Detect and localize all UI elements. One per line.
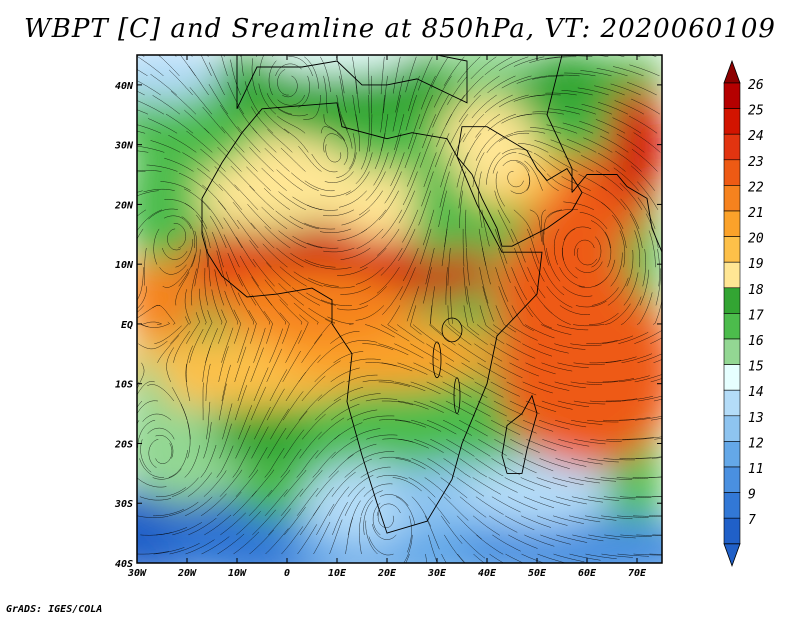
colorbar-swatch (723, 287, 741, 314)
colorbar-swatch (723, 82, 741, 109)
colorbar-swatch (723, 210, 741, 237)
colorbar-label: 9 (748, 488, 756, 503)
colorbar-label: 21 (748, 206, 764, 221)
lat-tick-label: 30N (114, 141, 134, 152)
lon-tick-label: 20W (177, 568, 197, 579)
lon-tick-label: 10E (328, 568, 347, 579)
colorbar-swatch (723, 185, 741, 212)
colorbar-label: 17 (748, 308, 764, 323)
colorbar-swatch (723, 159, 741, 186)
colorbar-label: 25 (748, 104, 764, 119)
colorbar-label: 7 (748, 513, 756, 528)
lon-tick-label: 40E (478, 568, 497, 579)
lon-tick-label: 30W (127, 568, 147, 579)
colorbar-label: 13 (748, 411, 764, 426)
colorbar-swatch (723, 415, 741, 442)
colorbar-label: 22 (748, 180, 764, 195)
lat-tick-label: 10S (115, 380, 133, 391)
lat-tick-label: 20N (114, 200, 134, 211)
colorbar-label: 19 (748, 257, 764, 272)
colorbar-swatch (723, 133, 741, 161)
lon-tick-label: 70E (628, 568, 647, 579)
lat-tick-label: 40S (115, 559, 133, 570)
map-frame (136, 54, 663, 564)
colorbar: 26 25 24 23 22 21 20 19 18 17 16 15 14 13 12 11 9 7 (723, 59, 764, 567)
colorbar-swatch (723, 261, 741, 289)
lat-tick-label: 20S (114, 439, 133, 450)
lon-tick-label: 0 (284, 568, 290, 579)
map-title: WBPT [C] and Sreamline at 850hPa, VT: 20… (24, 14, 776, 44)
lon-tick-label: 30E (427, 568, 447, 579)
colorbar-swatch (723, 236, 741, 263)
colorbar-swatch (723, 441, 741, 468)
coastlines (201, 55, 662, 534)
colorbar-label: 12 (748, 436, 764, 451)
colorbar-top-arrow (723, 59, 741, 84)
lat-tick-label: EQ (121, 320, 133, 331)
colorbar-label: 16 (748, 334, 764, 349)
lon-tick-label: 60E (578, 568, 597, 579)
lon-tick-label: 10W (228, 568, 247, 579)
streamlines (137, 55, 662, 563)
lat-tick-label: 30S (114, 499, 133, 510)
lon-tick-label: 50E (528, 568, 547, 579)
credit-text: GrADS: IGES/COLA (6, 604, 103, 615)
colorbar-swatch (723, 466, 741, 493)
colorbar-label: 11 (748, 462, 764, 477)
colorbar-label: 23 (748, 155, 764, 170)
colorbar-label: 24 (748, 129, 764, 144)
colorbar-label: 20 (748, 232, 764, 247)
lat-tick-label: 10N (115, 260, 134, 271)
colorbar-bottom-arrow (723, 543, 741, 567)
colorbar-swatch (723, 389, 741, 417)
lat-tick-label: 40N (115, 81, 134, 92)
colorbar-swatch (723, 313, 741, 340)
colorbar-label: 26 (748, 78, 764, 93)
colorbar-label: 14 (748, 385, 764, 400)
colorbar-label: 15 (748, 360, 764, 375)
colorbar-label: 18 (748, 283, 764, 298)
colorbar-swatch (723, 108, 741, 135)
colorbar-swatch (723, 364, 741, 391)
colorbar-swatch (723, 338, 741, 365)
lon-tick-label: 20E (377, 568, 397, 579)
colorbar-swatch (723, 492, 741, 519)
colorbar-swatch (723, 517, 741, 545)
wbpt-field (137, 55, 662, 563)
